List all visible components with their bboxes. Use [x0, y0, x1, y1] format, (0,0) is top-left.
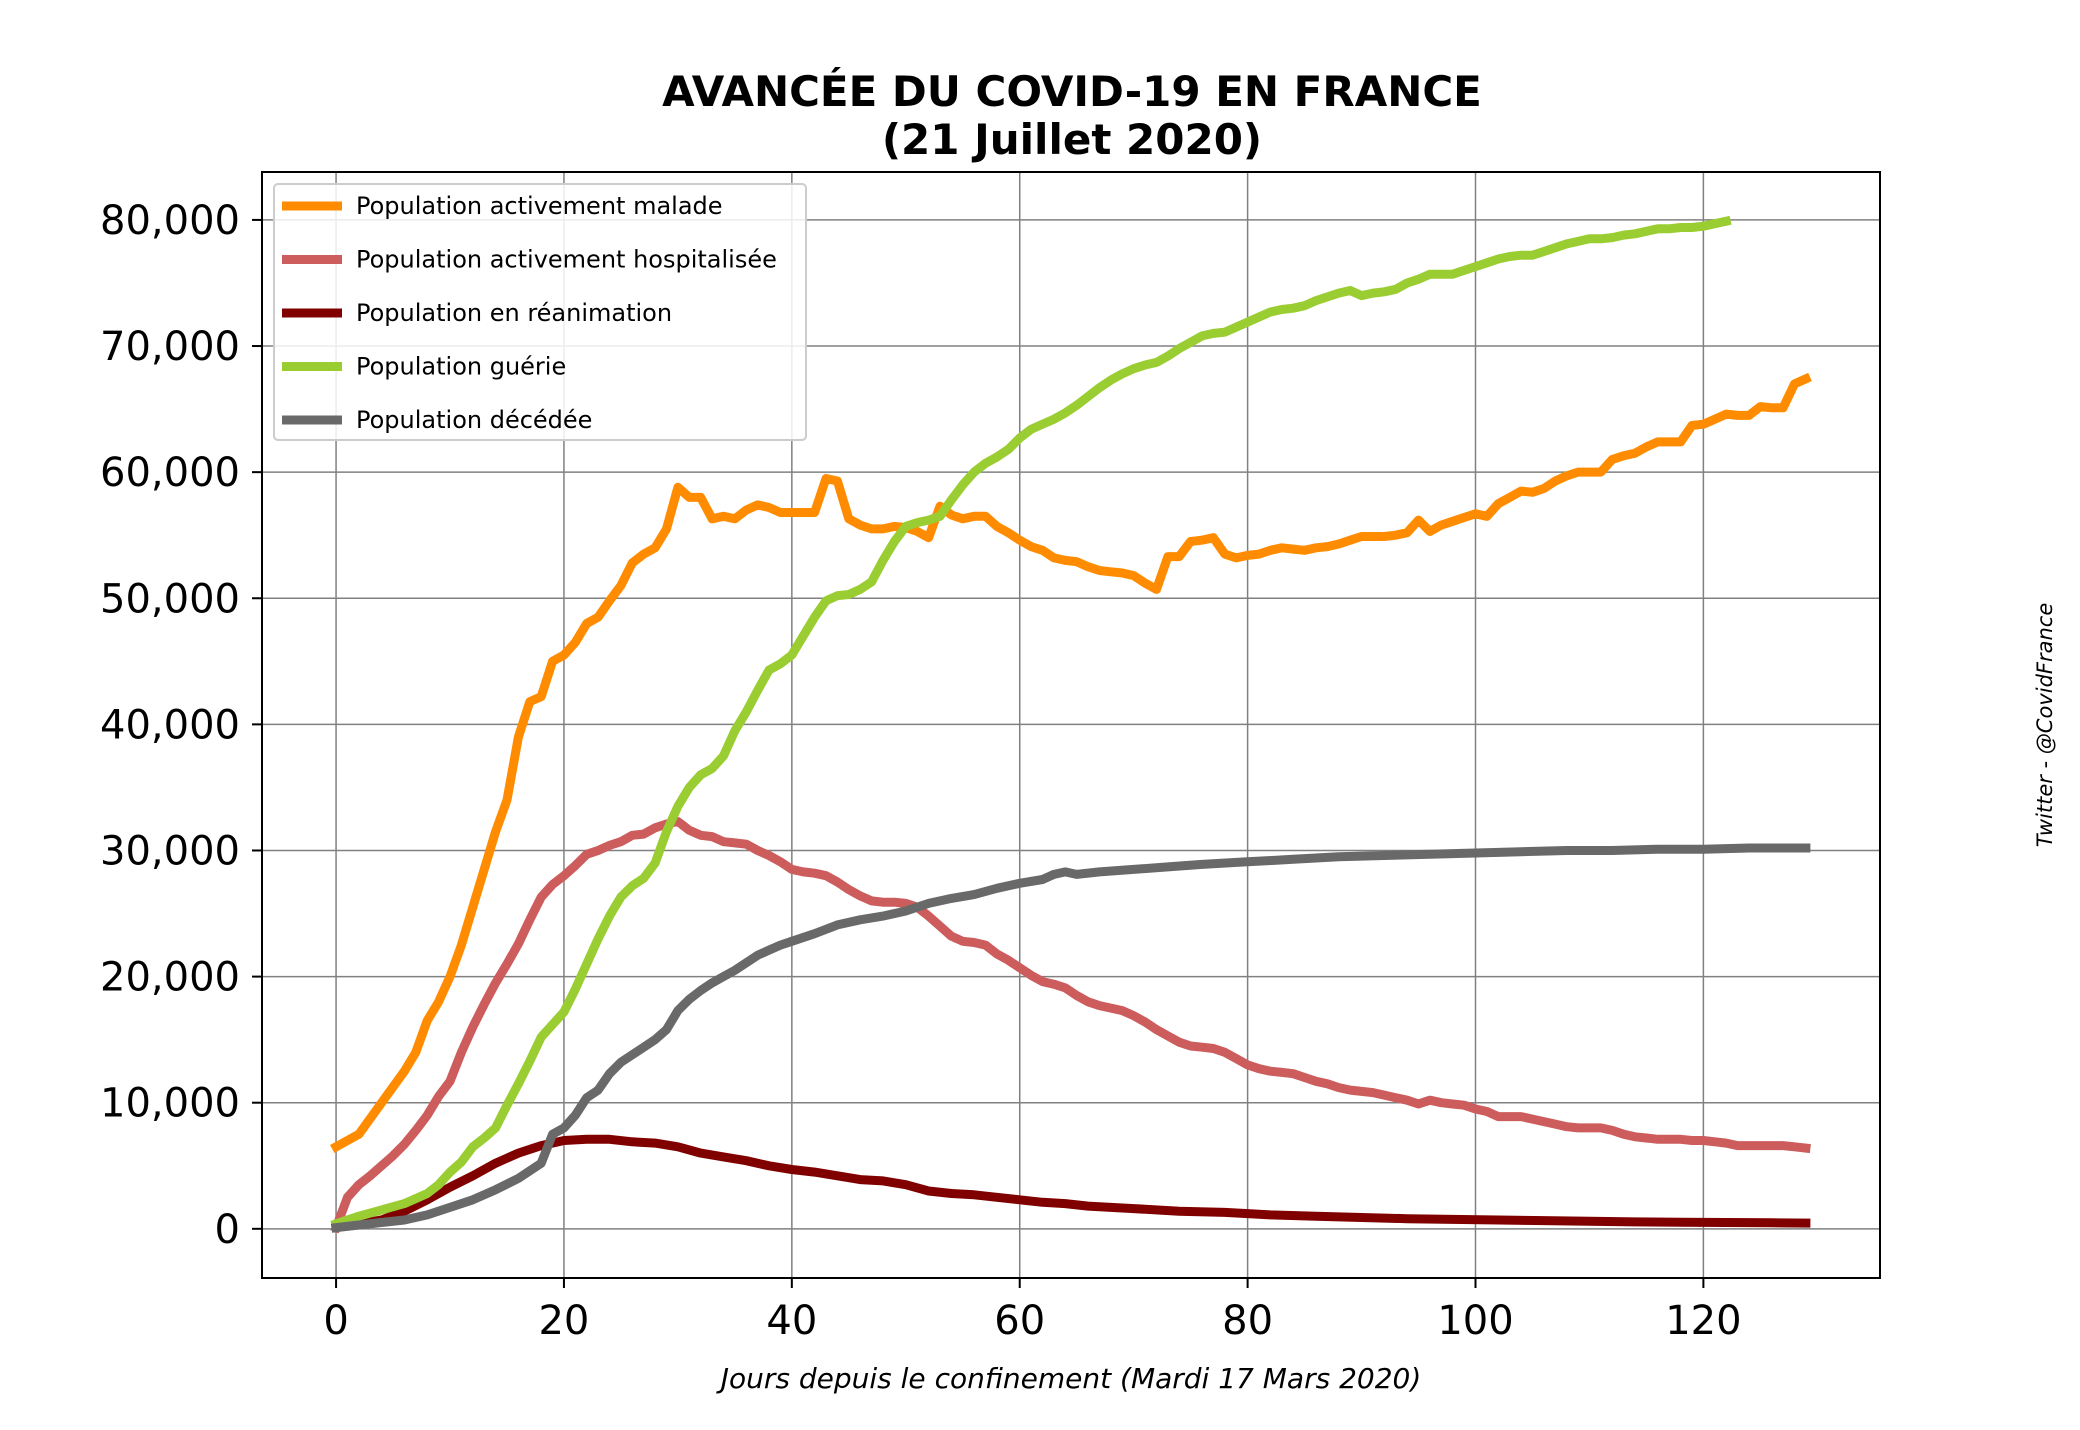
grid-lines [262, 172, 1880, 1278]
legend-entry: Population en réanimation [356, 299, 672, 327]
x-tick-label: 60 [994, 1298, 1045, 1344]
x-tick-label: 80 [1222, 1298, 1273, 1344]
chart-title: AVANCÉE DU COVID-19 EN FRANCE [662, 66, 1482, 116]
y-tick-label: 30,000 [100, 828, 240, 874]
y-tick-label: 70,000 [100, 324, 240, 370]
y-tick-label: 40,000 [100, 702, 240, 748]
series-line-2 [330, 817, 1811, 1234]
series-line-5 [331, 843, 1811, 1233]
y-tick-label: 80,000 [100, 198, 240, 244]
x-tick-label: 40 [766, 1298, 817, 1344]
axis-ticks: 0 20 40 60 80 100 120 0 10,000 20,000 30,000 40,000… [100, 198, 1742, 1344]
chart-subtitle: (21 Juillet 2020) [882, 115, 1262, 164]
legend-box [273, 183, 807, 441]
x-tick-label: 100 [1437, 1298, 1513, 1344]
y-tick-label: 0 [215, 1207, 240, 1253]
x-tick-label: 0 [323, 1298, 348, 1344]
series-line-4 [330, 215, 1732, 1230]
y-tick-label: 60,000 [100, 450, 240, 496]
y-tick-label: 50,000 [100, 576, 240, 622]
legend-entry: Population décédée [356, 406, 592, 434]
series-line-1 [329, 372, 1812, 1153]
x-axis-label: Jours depuis le confinement (Mardi 17 Ma… [716, 1362, 1422, 1395]
y-tick-label: 10,000 [100, 1081, 240, 1127]
legend-entry: Population guérie [356, 353, 566, 381]
credit-text: Twitter - @CovidFrance [2033, 603, 2057, 848]
x-tick-label: 20 [538, 1298, 589, 1344]
legend-entry: Population activement hospitalisée [356, 246, 777, 274]
series-line-3 [330, 1134, 1811, 1233]
x-tick-label: 120 [1665, 1298, 1741, 1344]
legend: Population activement malade Population a… [273, 183, 807, 441]
legend-entry: Population activement malade [356, 192, 723, 220]
series-layer [329, 215, 1812, 1234]
y-tick-label: 20,000 [100, 955, 240, 1001]
